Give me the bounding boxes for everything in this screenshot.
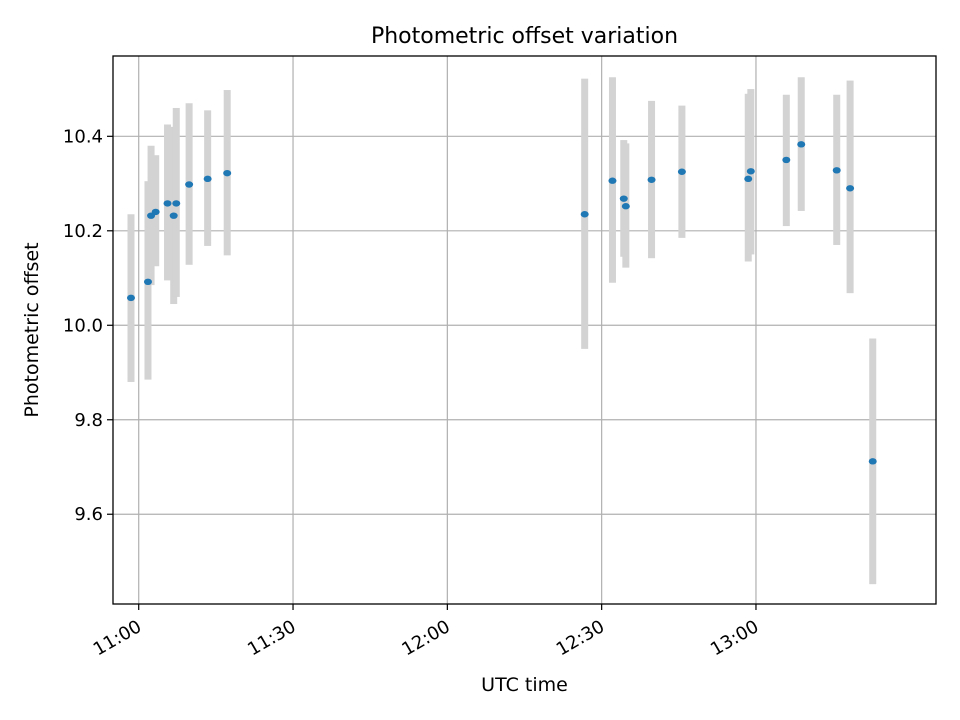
data-point <box>223 169 232 177</box>
y-tick-label: 10.4 <box>63 126 103 147</box>
data-point <box>203 175 212 183</box>
y-axis-ticks: 9.6 9.8 10.0 10.2 10.4 <box>63 126 113 525</box>
error-bars <box>127 77 877 585</box>
data-point <box>185 181 194 188</box>
data-point <box>868 458 877 465</box>
x-axis-label: UTC time <box>481 674 568 696</box>
data-point <box>163 200 172 207</box>
y-tick-label: 10.2 <box>63 221 103 242</box>
x-tick-label: 12:00 <box>398 616 453 660</box>
data-point <box>746 168 755 175</box>
data-point <box>677 168 686 175</box>
y-axis-label: Photometric offset <box>21 242 43 417</box>
y-tick-label: 10.0 <box>63 315 103 336</box>
data-point <box>832 167 841 174</box>
data-point <box>151 208 160 216</box>
data-point <box>580 211 589 218</box>
data-point <box>782 156 791 164</box>
chart-title: Photometric offset variation <box>371 24 678 49</box>
data-point <box>647 176 656 183</box>
data-point <box>846 185 855 192</box>
data-point <box>797 141 806 148</box>
x-axis-ticks: 11:00 11:30 12:00 12:30 13:00 <box>90 604 762 660</box>
x-tick-label: 13:00 <box>707 616 762 660</box>
y-tick-label: 9.8 <box>74 410 103 431</box>
x-tick-label: 11:00 <box>90 616 145 660</box>
data-point <box>172 200 181 207</box>
grid-lines <box>113 56 936 604</box>
data-point <box>169 212 178 219</box>
plot-area-frame <box>112 55 937 605</box>
x-tick-label: 12:30 <box>553 616 608 660</box>
data-point <box>608 177 617 184</box>
y-tick-label: 9.6 <box>74 504 103 525</box>
data-point <box>621 203 630 210</box>
x-tick-label: 11:30 <box>244 616 299 660</box>
data-point <box>127 294 136 302</box>
data-point <box>619 195 628 202</box>
data-point <box>143 278 152 286</box>
data-points <box>127 141 877 465</box>
data-point <box>744 175 753 183</box>
